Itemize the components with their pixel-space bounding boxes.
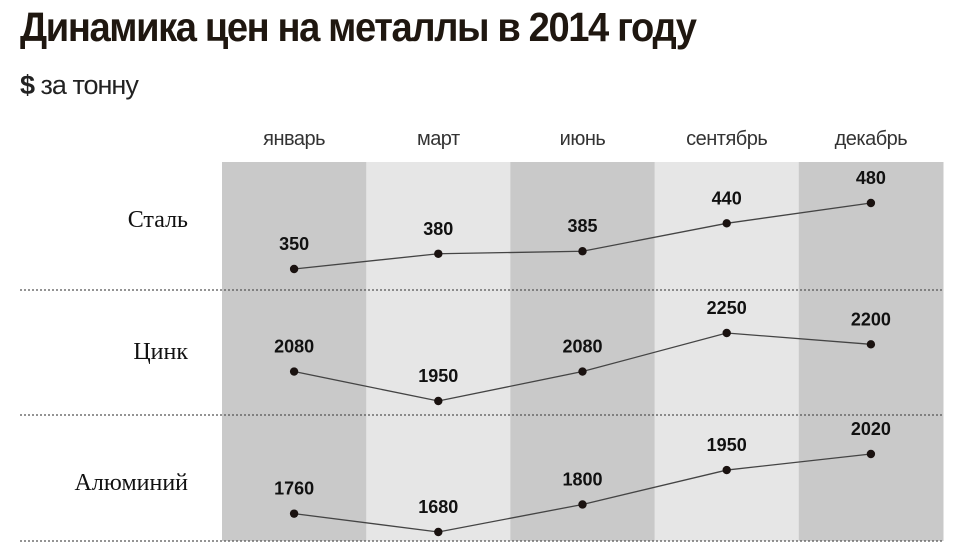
data-point — [722, 328, 731, 338]
dollar-sign: $ — [20, 70, 35, 100]
month-label: декабрь — [835, 128, 908, 150]
month-label: январь — [263, 128, 325, 150]
data-label: 1800 — [562, 469, 602, 489]
month-label: сентябрь — [686, 128, 767, 150]
column-band — [654, 162, 800, 541]
row-label: Цинк — [133, 339, 188, 365]
data-label: 480 — [856, 168, 886, 188]
column-band — [798, 162, 944, 541]
data-point — [578, 367, 587, 376]
data-point — [434, 249, 443, 258]
data-label: 2200 — [851, 309, 891, 329]
data-point — [289, 509, 299, 518]
data-label: 380 — [423, 219, 453, 239]
data-label: 2020 — [851, 419, 891, 439]
data-label: 1680 — [418, 497, 458, 517]
data-label: 1760 — [274, 479, 314, 499]
data-point — [722, 465, 731, 475]
data-point — [434, 396, 443, 406]
data-label: 2080 — [562, 337, 602, 357]
data-point — [434, 527, 443, 537]
unit-label: $ за тонну — [20, 70, 139, 101]
data-point — [866, 449, 876, 459]
chart-title: Динамика цен на металлы в 2014 году — [20, 4, 697, 50]
data-point — [866, 198, 876, 208]
data-label: 385 — [567, 216, 597, 236]
month-label: июнь — [560, 128, 606, 150]
data-label: 2250 — [707, 298, 747, 318]
data-point — [578, 500, 587, 509]
column-band — [366, 162, 511, 541]
data-point — [578, 247, 587, 256]
row-label: Алюминий — [75, 470, 189, 496]
data-point — [289, 367, 299, 376]
data-label: 350 — [279, 234, 309, 254]
unit-text: за тонну — [40, 70, 139, 100]
data-point — [722, 219, 731, 228]
data-label: 1950 — [707, 435, 747, 455]
data-point — [866, 340, 876, 349]
column-band — [510, 162, 656, 541]
row-label: Сталь — [128, 207, 188, 233]
data-label: 1950 — [418, 366, 458, 386]
data-label: 2080 — [274, 337, 314, 357]
data-point — [289, 264, 299, 274]
data-label: 440 — [712, 188, 742, 208]
column-band — [222, 162, 367, 541]
month-label: март — [417, 128, 460, 150]
